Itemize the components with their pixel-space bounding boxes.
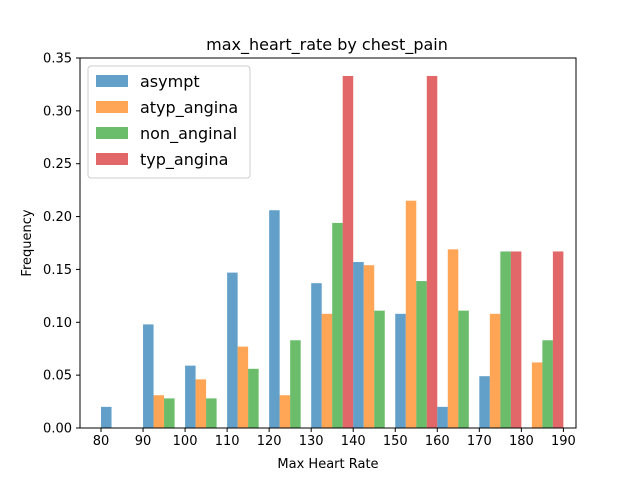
legend-box bbox=[87, 65, 251, 179]
x-tick-label: 130 bbox=[299, 434, 324, 449]
x-axis-label: Max Heart Rate bbox=[277, 457, 378, 472]
bar-typ_angina-130-140 bbox=[342, 75, 354, 428]
bar-asympt-90-100 bbox=[143, 324, 154, 428]
bar-non_anginal-110-120 bbox=[248, 368, 259, 428]
bar-typ_angina-180-190 bbox=[552, 251, 564, 428]
y-tick-label: 0.35 bbox=[43, 52, 72, 67]
bar-atyp_angina-140-150 bbox=[363, 265, 375, 428]
legend-label-atyp_angina: atyp_angina bbox=[140, 98, 238, 118]
bar-asympt-150-160 bbox=[395, 313, 406, 428]
bar-asympt-100-110 bbox=[185, 365, 196, 428]
bar-asympt-120-130 bbox=[269, 210, 280, 428]
y-tick-label: 0.00 bbox=[43, 422, 72, 437]
legend-swatch-typ_angina bbox=[96, 153, 128, 165]
plot-frame bbox=[79, 57, 577, 429]
x-tick-label: 120 bbox=[257, 434, 282, 449]
bar-typ_angina-170-180 bbox=[510, 251, 522, 428]
bar-non_anginal-160-170 bbox=[458, 310, 469, 428]
x-tick-label: 90 bbox=[135, 434, 152, 449]
bar-non_anginal-90-100 bbox=[164, 398, 175, 428]
bar-asympt-80-90 bbox=[101, 406, 112, 428]
bar-atyp_angina-180-190 bbox=[531, 362, 543, 428]
bar-non_anginal-100-110 bbox=[206, 398, 217, 428]
legend-label-asympt: asympt bbox=[140, 72, 200, 91]
x-tick-label: 190 bbox=[551, 434, 576, 449]
x-tick-label: 180 bbox=[509, 434, 534, 449]
x-tick-label: 110 bbox=[215, 434, 240, 449]
bar-atyp_angina-130-140 bbox=[321, 313, 333, 428]
x-tick-label: 160 bbox=[425, 434, 450, 449]
y-tick-label: 0.10 bbox=[43, 316, 72, 331]
legend-swatch-non_anginal bbox=[96, 127, 128, 139]
bar-asympt-130-140 bbox=[311, 283, 322, 428]
bar-asympt-170-180 bbox=[479, 376, 490, 428]
legend-label-non_anginal: non_anginal bbox=[140, 124, 237, 144]
bar-non_anginal-170-180 bbox=[500, 251, 511, 428]
y-tick-label: 0.15 bbox=[43, 263, 72, 278]
legend-swatch-atyp_angina bbox=[96, 101, 128, 113]
bar-non_anginal-180-190 bbox=[542, 340, 553, 428]
x-tick-label: 80 bbox=[93, 434, 110, 449]
y-tick-label: 0.25 bbox=[43, 157, 72, 172]
bar-asympt-140-150 bbox=[353, 262, 364, 428]
bar-non_anginal-140-150 bbox=[374, 310, 385, 428]
bar-non_anginal-130-140 bbox=[332, 222, 343, 428]
bar-typ_angina-150-160 bbox=[426, 75, 438, 428]
y-tick-label: 0.20 bbox=[43, 210, 72, 225]
bar-atyp_angina-160-170 bbox=[447, 249, 459, 428]
bar-atyp_angina-90-100 bbox=[153, 395, 165, 428]
bar-atyp_angina-170-180 bbox=[489, 313, 501, 428]
legend: asympt atyp_angina non_anginal typ_angina bbox=[87, 65, 251, 179]
chart-title: max_heart_rate by chest_pain bbox=[206, 35, 448, 55]
bars-layer bbox=[101, 75, 564, 428]
bar-non_anginal-150-160 bbox=[416, 281, 427, 428]
x-tick-label: 150 bbox=[383, 434, 408, 449]
legend-label-typ_angina: typ_angina bbox=[140, 150, 228, 170]
y-tick-label: 0.05 bbox=[43, 369, 72, 384]
bar-atyp_angina-120-130 bbox=[279, 395, 291, 428]
x-tick-label: 140 bbox=[341, 434, 366, 449]
x-tick-label: 170 bbox=[467, 434, 492, 449]
bar-asympt-110-120 bbox=[227, 272, 238, 428]
x-axis-ticks: 80 90 100 110 120 130 140 150 160 170 180 190 bbox=[93, 428, 576, 449]
bar-asympt-160-170 bbox=[437, 406, 448, 428]
x-tick-label: 100 bbox=[173, 434, 198, 449]
bar-atyp_angina-110-120 bbox=[237, 346, 249, 428]
legend-swatch-asympt bbox=[96, 75, 128, 87]
y-axis-label: Frequency bbox=[20, 209, 35, 276]
bar-non_anginal-120-130 bbox=[290, 340, 301, 428]
bar-atyp_angina-100-110 bbox=[195, 379, 207, 428]
y-axis-ticks: 0.00 0.05 0.10 0.15 0.20 0.25 0.30 0.35 bbox=[43, 52, 80, 437]
bar-atyp_angina-150-160 bbox=[405, 200, 417, 428]
y-tick-label: 0.30 bbox=[43, 104, 72, 119]
